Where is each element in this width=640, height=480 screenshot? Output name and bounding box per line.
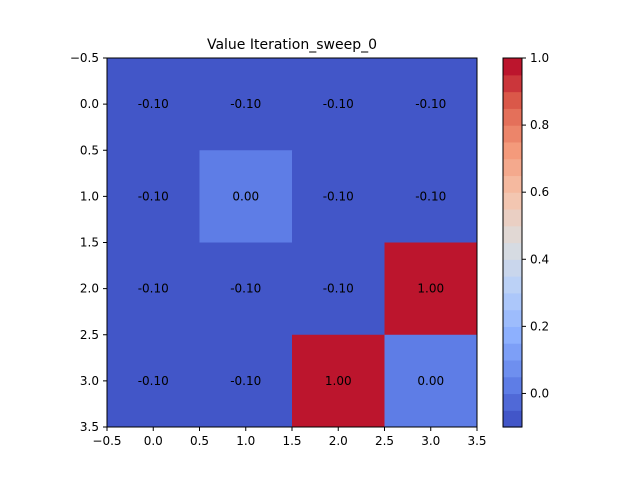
cell-value-label: -0.10: [415, 97, 446, 111]
cell-value-label: -0.10: [138, 374, 169, 388]
y-tick-label: 3.0: [80, 374, 99, 388]
colorbar-tick-label: 0.4: [530, 252, 549, 266]
y-tick-label: −0.5: [70, 51, 99, 65]
heatmap-cells: [107, 58, 478, 428]
colorbar-tick-label: 0.8: [530, 118, 549, 132]
cell-value-label: -0.10: [323, 282, 354, 296]
colorbar-axis: 0.0 0.2 0.4 0.6 0.8 1.0: [522, 51, 549, 400]
colorbar-segment: [503, 58, 522, 76]
x-tick-label: 2.5: [375, 434, 394, 448]
cell-value-label: -0.10: [415, 189, 446, 203]
colorbar-segment: [503, 225, 522, 244]
colorbar-tick-label: 0.0: [530, 386, 549, 400]
heatmap-cell: [292, 150, 385, 243]
x-tick-label: 1.5: [282, 434, 301, 448]
cell-value-label: 1.00: [417, 282, 444, 296]
colorbar-tick-label: 1.0: [530, 51, 549, 65]
colorbar-segment: [503, 141, 522, 160]
colorbar-segment: [503, 125, 522, 143]
cell-value-label: 1.00: [325, 374, 352, 388]
y-axis: −0.5 0.0 0.5 1.0 1.5 2.0 2.5 3.0 3.5: [70, 51, 107, 434]
heatmap-cell: [107, 150, 200, 243]
colorbar-segment: [503, 309, 522, 327]
cell-value-label: -0.10: [323, 189, 354, 203]
x-tick-label: 0.5: [190, 434, 209, 448]
colorbar-segment: [503, 259, 522, 277]
colorbar-segment: [503, 343, 522, 361]
y-tick-label: 3.5: [80, 420, 99, 434]
heatmap-cell: [199, 58, 293, 151]
chart-title: Value Iteration_sweep_0: [207, 37, 377, 53]
y-tick-label: 1.5: [80, 236, 99, 250]
heatmap-cell: [199, 334, 293, 428]
x-axis: −0.5 0.0 0.5 1.0 1.5 2.0 2.5 3.0 3.5: [92, 427, 487, 448]
x-tick-label: 1.0: [236, 434, 255, 448]
colorbar-segment: [503, 326, 522, 344]
colorbar-segment: [503, 158, 522, 177]
cell-value-label: -0.10: [138, 282, 169, 296]
colorbar-segment: [503, 91, 522, 109]
heatmap-cell: [384, 58, 478, 151]
colorbar-tick-label: 0.6: [530, 185, 549, 199]
heatmap-cell: [107, 58, 200, 151]
colorbar-segment: [503, 208, 522, 227]
colorbar-segment: [503, 376, 522, 395]
x-tick-label: 3.0: [421, 434, 440, 448]
x-tick-label: 0.0: [144, 434, 163, 448]
colorbar-segment: [503, 192, 522, 210]
cell-value-label: 0.00: [417, 374, 444, 388]
x-tick-label: 3.5: [467, 434, 486, 448]
x-tick-label: −0.5: [92, 434, 121, 448]
colorbar-frame: [502, 57, 523, 428]
cell-value-label: -0.10: [138, 189, 169, 203]
cell-value-label: -0.10: [323, 97, 354, 111]
colorbar-segment: [503, 175, 522, 193]
heatmap-cell: [107, 334, 200, 428]
cell-value-label: -0.10: [230, 97, 261, 111]
colorbar-segment: [503, 292, 522, 311]
y-tick-label: 2.0: [80, 282, 99, 296]
heatmap-cell: [292, 242, 385, 336]
heatmap-cell: [384, 242, 478, 336]
heatmap-cell: [199, 242, 293, 336]
y-tick-label: 1.0: [80, 189, 99, 203]
heatmap-cell: [292, 334, 385, 428]
cell-value-label: -0.10: [230, 374, 261, 388]
colorbar-segment: [503, 276, 522, 294]
colorbar-segment: [503, 242, 522, 260]
colorbar: [503, 58, 522, 428]
y-tick-label: 2.5: [80, 328, 99, 342]
cell-value-label: 0.00: [232, 189, 259, 203]
colorbar-tick-label: 0.2: [530, 319, 549, 333]
cell-value-label: -0.10: [230, 282, 261, 296]
heatmap-cell: [107, 242, 200, 336]
colorbar-segment: [503, 359, 522, 378]
colorbar-segment: [503, 410, 522, 428]
colorbar-segment: [503, 393, 522, 411]
heatmap-cell: [292, 58, 385, 151]
heatmap-cell: [384, 150, 478, 243]
cell-labels: -0.10 -0.10 -0.10 -0.10 -0.10 0.00 -0.10 -0.10 -…: [138, 97, 447, 388]
heatmap-cell: [384, 334, 478, 428]
y-tick-label: 0.5: [80, 143, 99, 157]
x-tick-label: 2.0: [329, 434, 348, 448]
cell-value-label: -0.10: [138, 97, 169, 111]
colorbar-segment: [503, 74, 522, 93]
y-tick-label: 0.0: [80, 97, 99, 111]
colorbar-segment: [503, 108, 522, 126]
heatmap-cell: [199, 150, 293, 243]
